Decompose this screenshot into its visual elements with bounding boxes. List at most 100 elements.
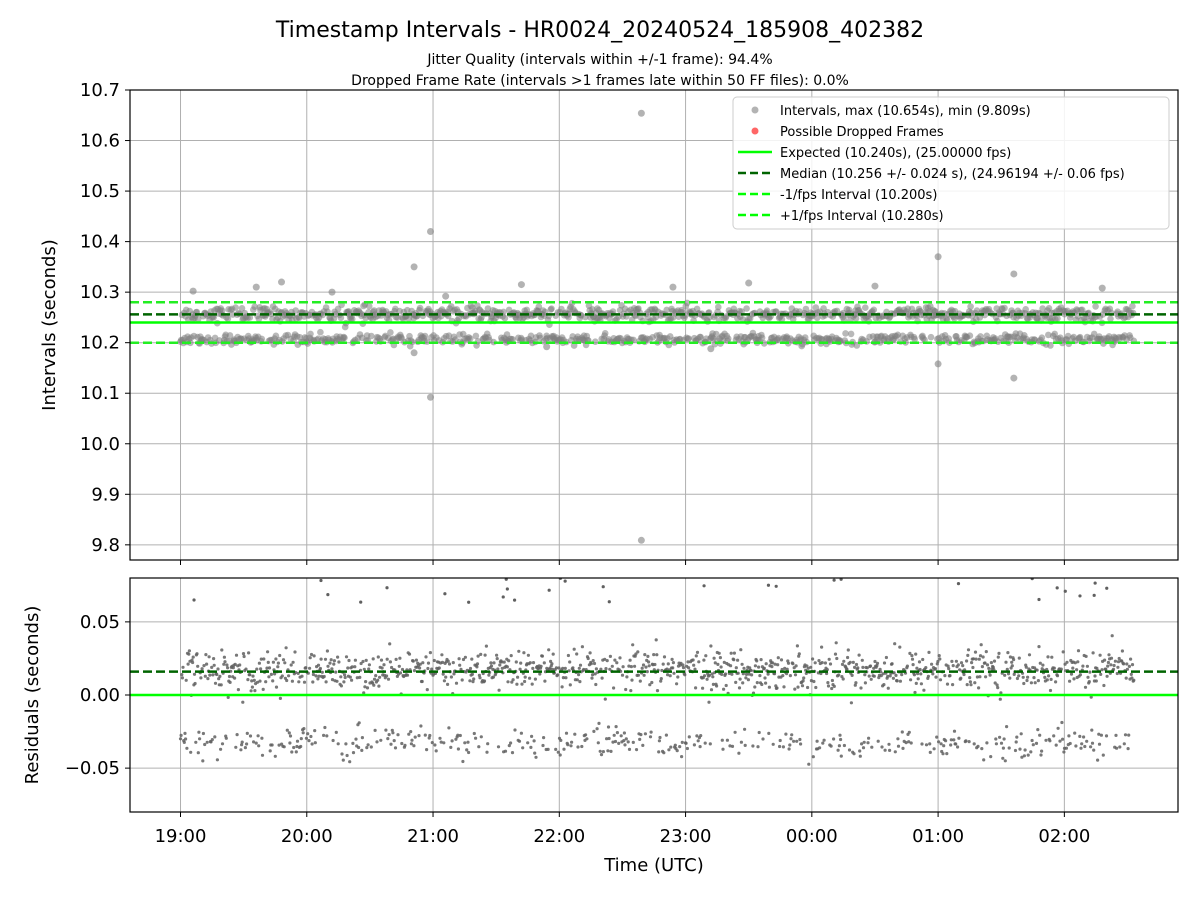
- residual-point: [514, 660, 518, 664]
- residual-point: [580, 744, 584, 749]
- residual-point: [410, 738, 414, 742]
- residual-point: [680, 755, 684, 759]
- residual-point: [694, 654, 698, 658]
- residual-point: [784, 732, 788, 736]
- residual-point: [472, 731, 476, 736]
- residual-point: [872, 674, 876, 678]
- residual-point: [692, 663, 696, 667]
- residual-point: [1001, 756, 1005, 760]
- interval-point: [758, 334, 766, 342]
- residual-point: [1064, 746, 1068, 750]
- residual-point: [197, 730, 201, 734]
- residual-point: [308, 666, 312, 670]
- residual-point: [638, 679, 642, 683]
- residual-point: [519, 731, 524, 735]
- residual-point: [222, 662, 226, 666]
- residual-point: [776, 656, 780, 660]
- residual-point: [511, 678, 515, 682]
- residual-point: [396, 733, 400, 737]
- residual-outlier-point: [601, 585, 605, 589]
- residual-point: [1112, 663, 1116, 668]
- residual-point: [852, 752, 856, 756]
- interval-point: [501, 314, 509, 322]
- residual-point: [458, 663, 462, 667]
- residual-point: [646, 654, 650, 659]
- residual-point: [719, 665, 723, 669]
- residual-point: [289, 663, 293, 667]
- residual-point: [911, 663, 915, 667]
- residual-point: [867, 736, 871, 740]
- interval-point: [258, 335, 266, 343]
- residual-point: [428, 733, 432, 738]
- residual-point: [567, 669, 571, 673]
- residual-point: [323, 657, 328, 661]
- residual-outlier-point: [774, 584, 778, 588]
- residual-point: [898, 679, 903, 683]
- residual-point: [329, 658, 333, 662]
- residual-point: [454, 681, 459, 685]
- residual-point: [475, 662, 480, 666]
- residual-point: [344, 742, 348, 746]
- residual-point: [1094, 679, 1098, 683]
- residual-point: [868, 664, 873, 668]
- residual-point: [202, 664, 206, 668]
- residual-point: [245, 742, 249, 746]
- residual-point: [206, 677, 210, 681]
- residual-point: [220, 648, 224, 652]
- residual-point: [252, 678, 256, 683]
- residual-point: [935, 735, 939, 739]
- residual-point: [1060, 720, 1064, 725]
- residual-point: [1012, 658, 1016, 662]
- residual-point: [479, 652, 483, 657]
- residual-point: [1095, 666, 1099, 671]
- residual-point: [863, 673, 867, 677]
- residual-point: [322, 733, 326, 738]
- interval-point: [802, 305, 810, 313]
- residual-point: [943, 674, 947, 678]
- residual-point: [838, 733, 842, 737]
- residual-point: [570, 740, 574, 744]
- residual-point: [625, 675, 629, 679]
- residual-point: [320, 670, 324, 674]
- residual-point: [1002, 737, 1006, 741]
- residual-point: [285, 678, 289, 683]
- residual-point: [947, 667, 951, 671]
- bottom-xtick-label-2: 21:00: [407, 826, 459, 847]
- residual-point: [437, 666, 441, 670]
- residual-point: [531, 661, 536, 665]
- residual-point: [621, 665, 625, 669]
- residual-point: [999, 741, 1004, 745]
- residual-point: [557, 666, 561, 670]
- residual-point: [793, 673, 798, 677]
- residual-point: [288, 741, 292, 745]
- residual-point: [933, 667, 938, 671]
- residual-point: [839, 737, 843, 742]
- residual-point: [849, 701, 854, 705]
- residual-point: [287, 674, 291, 678]
- residual-point: [211, 673, 215, 677]
- residual-point: [952, 729, 957, 733]
- residual-point: [332, 659, 336, 663]
- residual-point: [1021, 675, 1025, 679]
- residual-point: [346, 666, 350, 670]
- top-points: [130, 109, 1178, 544]
- residual-point: [643, 653, 647, 657]
- residual-point: [220, 742, 225, 746]
- residual-point: [564, 731, 569, 735]
- residual-point: [709, 644, 713, 648]
- residual-point: [881, 672, 885, 676]
- residual-point: [578, 663, 583, 667]
- residual-point: [938, 678, 943, 682]
- residual-outlier-point: [839, 578, 843, 581]
- residual-point: [216, 667, 220, 671]
- interval-point: [894, 331, 902, 339]
- residual-point: [711, 682, 716, 687]
- residual-point: [403, 743, 407, 748]
- residual-point: [642, 673, 646, 677]
- residual-point: [1068, 741, 1072, 746]
- residual-point: [551, 652, 555, 656]
- residual-point: [952, 738, 956, 742]
- residual-point: [560, 685, 564, 689]
- top-ytick-label-3: 10.1: [80, 383, 120, 404]
- residual-point: [562, 747, 566, 751]
